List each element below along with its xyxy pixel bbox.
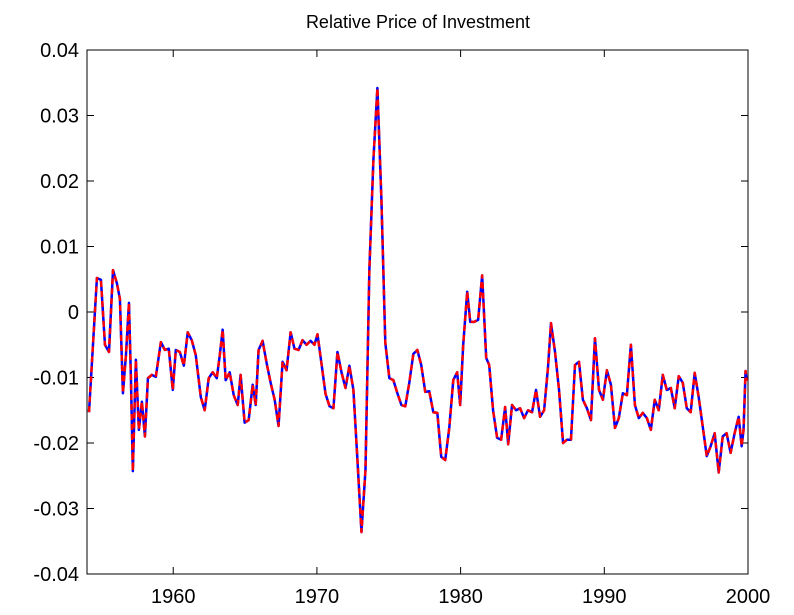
x-tick-label: 2000 — [726, 586, 771, 608]
x-tick-label: 1990 — [582, 586, 627, 608]
y-tick-label: -0.03 — [33, 499, 79, 521]
x-tick-label: 1960 — [151, 586, 196, 608]
y-tick-label: 0.03 — [40, 106, 79, 128]
x-tick-label: 1980 — [438, 586, 483, 608]
y-tick-label: 0.02 — [40, 171, 79, 193]
y-tick-label: 0.01 — [40, 237, 79, 259]
chart-title: Relative Price of Investment — [306, 12, 530, 32]
y-tick-label: 0.04 — [40, 40, 79, 62]
y-tick-label: 0 — [68, 302, 79, 324]
x-tick-label: 1970 — [295, 586, 340, 608]
series-line — [87, 86, 748, 534]
y-tick-label: -0.04 — [33, 564, 79, 586]
y-tick-label: -0.01 — [33, 368, 79, 390]
y-tick-label: -0.02 — [33, 433, 79, 455]
